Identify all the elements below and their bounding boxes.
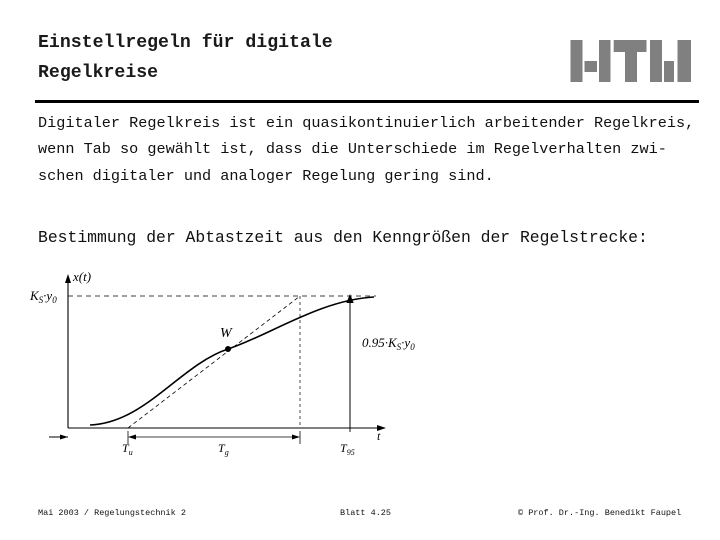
svg-text:x(t): x(t) [72, 269, 91, 284]
svg-text:Tu: Tu [122, 441, 133, 457]
svg-text:0.95·KS·y0: 0.95·KS·y0 [362, 335, 415, 352]
svg-text:KS·y0: KS·y0 [29, 288, 57, 305]
svg-text:W: W [220, 326, 233, 341]
svg-text:T95: T95 [340, 441, 355, 457]
svg-text:Tg: Tg [218, 441, 229, 457]
svg-text:t: t [377, 429, 381, 443]
